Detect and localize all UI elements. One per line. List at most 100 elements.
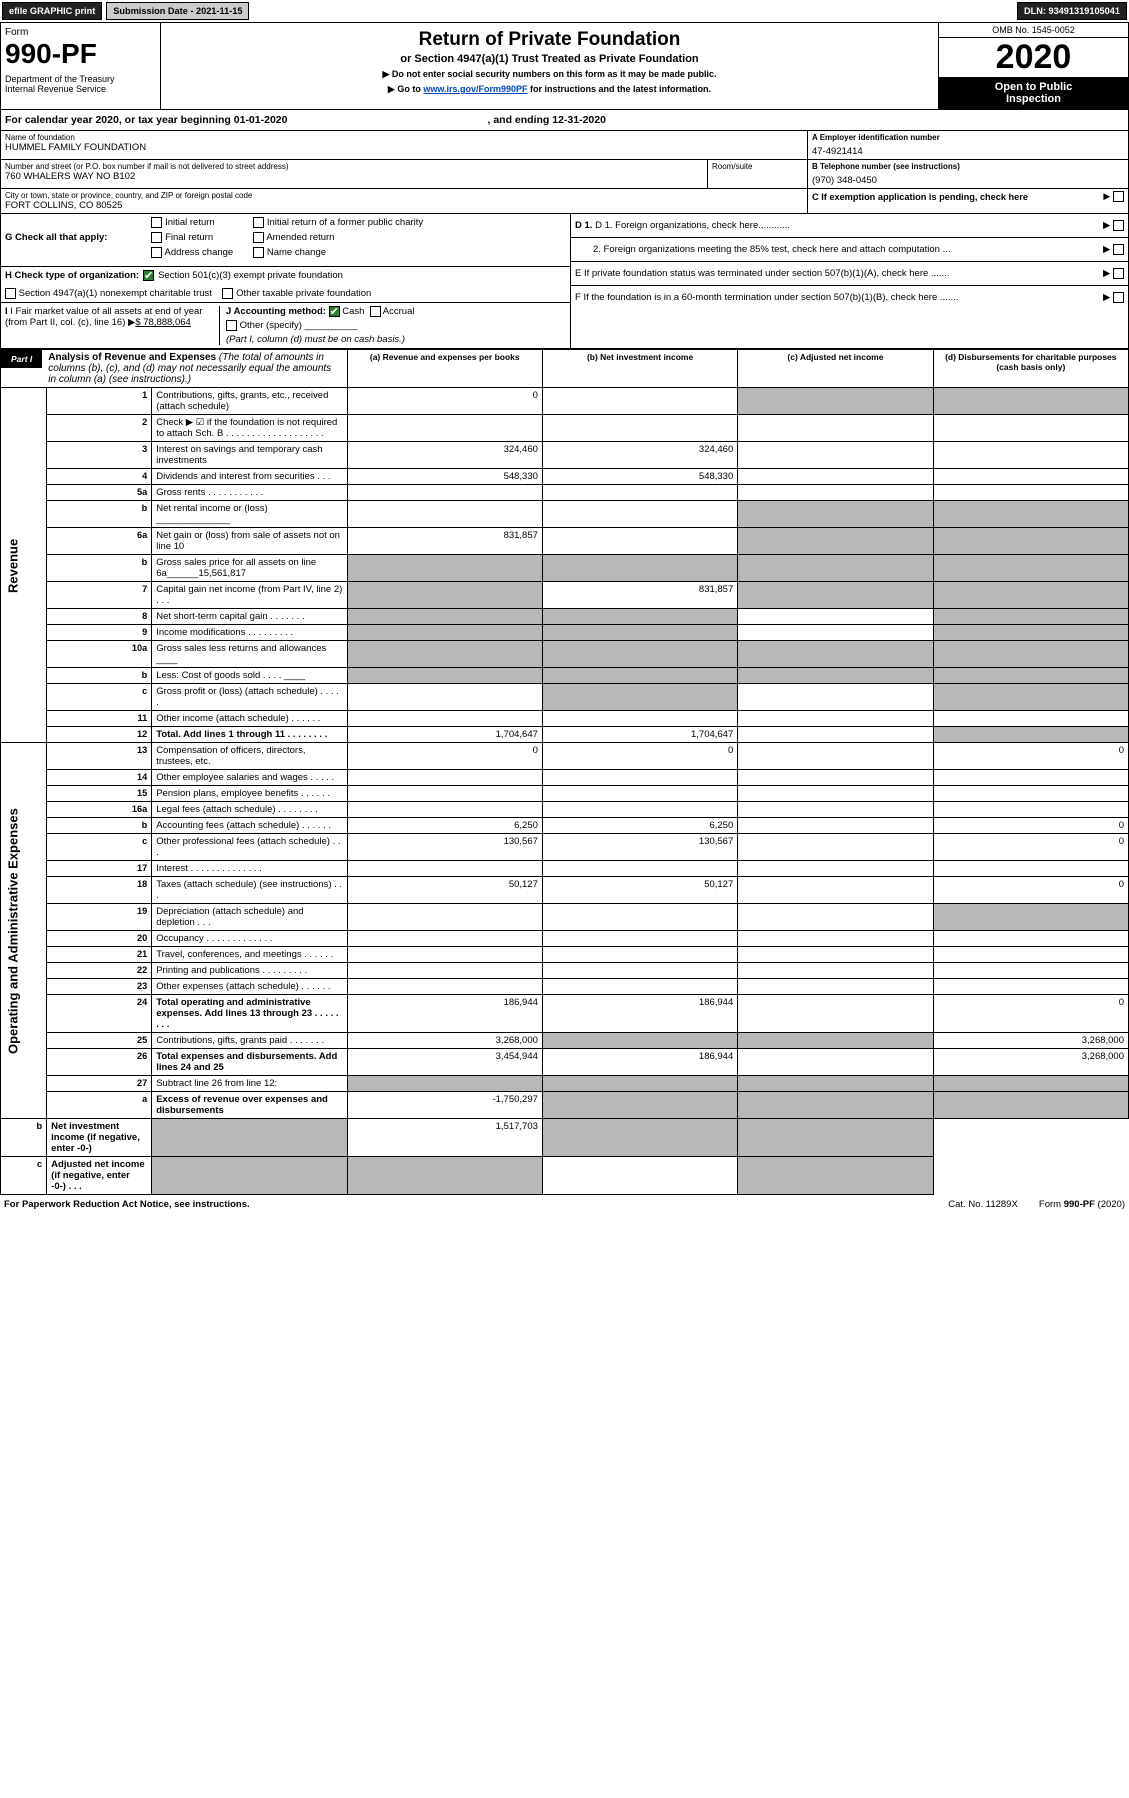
- omb-number: OMB No. 1545-0052: [939, 23, 1128, 38]
- expenses-section-label: Operating and Administrative Expenses: [1, 743, 47, 1119]
- f-checkbox[interactable]: [1113, 292, 1124, 303]
- line-desc: Less: Cost of goods sold . . . . ____: [152, 668, 347, 684]
- cell-amount: [738, 485, 933, 501]
- cell-amount: [347, 770, 542, 786]
- j-cash-checkbox[interactable]: [329, 306, 340, 317]
- cell-gray: [738, 1076, 933, 1092]
- d1-checkbox[interactable]: [1113, 220, 1124, 231]
- cell-gray: [152, 1157, 347, 1195]
- top-bar: efile GRAPHIC print Submission Date - 20…: [0, 0, 1129, 22]
- cell-gray: [542, 684, 737, 711]
- table-row: cOther professional fees (attach schedul…: [1, 834, 1129, 861]
- cell-gray: [542, 1092, 737, 1119]
- line-desc: Contributions, gifts, grants paid . . . …: [152, 1033, 347, 1049]
- cell-amount: [542, 979, 737, 995]
- cell-amount: 0: [933, 877, 1128, 904]
- line-num: 16a: [47, 802, 152, 818]
- line-desc: Capital gain net income (from Part IV, l…: [152, 582, 347, 609]
- table-row: 5aGross rents . . . . . . . . . . .: [1, 485, 1129, 501]
- g-initial-former-checkbox[interactable]: [253, 217, 264, 228]
- cell-gray: [738, 555, 933, 582]
- cell-amount: 0: [933, 743, 1128, 770]
- cell-amount: [738, 415, 933, 442]
- i-value: $ 78,888,064: [135, 317, 190, 328]
- cell-amount: [738, 1049, 933, 1076]
- line-desc: Gross sales less returns and allowances …: [152, 641, 347, 668]
- h-other-checkbox[interactable]: [222, 288, 233, 299]
- cell-gray: [542, 1119, 737, 1157]
- g-address-checkbox[interactable]: [151, 247, 162, 258]
- h-501c3-checkbox[interactable]: [143, 270, 154, 281]
- g-amended-checkbox[interactable]: [253, 232, 264, 243]
- cell-gray: [738, 641, 933, 668]
- line-desc: Excess of revenue over expenses and disb…: [152, 1092, 347, 1119]
- cell-amount: [738, 469, 933, 485]
- cell-amount: 0: [347, 388, 542, 415]
- cell-amount: 3,268,000: [933, 1033, 1128, 1049]
- g-initial-checkbox[interactable]: [151, 217, 162, 228]
- cell-gray: [738, 1033, 933, 1049]
- j-other-checkbox[interactable]: [226, 320, 237, 331]
- dln-chip: DLN: 93491319105041: [1017, 2, 1127, 20]
- g-name-checkbox[interactable]: [253, 247, 264, 258]
- cell-amount: 0: [933, 995, 1128, 1033]
- line-desc: Occupancy . . . . . . . . . . . . .: [152, 931, 347, 947]
- addr-label: Number and street (or P.O. box number if…: [5, 162, 703, 171]
- table-row: cGross profit or (loss) (attach schedule…: [1, 684, 1129, 711]
- table-row: 20Occupancy . . . . . . . . . . . . .: [1, 931, 1129, 947]
- instructions-link[interactable]: www.irs.gov/Form990PF: [423, 84, 527, 94]
- cell-amount: [738, 743, 933, 770]
- cell-gray: [933, 668, 1128, 684]
- line-desc: Contributions, gifts, grants, etc., rece…: [152, 388, 347, 415]
- cell-amount: 831,857: [542, 582, 737, 609]
- table-row: cAdjusted net income (if negative, enter…: [1, 1157, 1129, 1195]
- table-row: Operating and Administrative Expenses13C…: [1, 743, 1129, 770]
- cell-amount: [347, 979, 542, 995]
- cell-gray: [738, 528, 933, 555]
- cell-amount: 1,704,647: [542, 727, 737, 743]
- cell-gray: [542, 668, 737, 684]
- e-checkbox[interactable]: [1113, 268, 1124, 279]
- cell-amount: [347, 904, 542, 931]
- efile-chip[interactable]: efile GRAPHIC print: [2, 2, 102, 20]
- line-desc: Printing and publications . . . . . . . …: [152, 963, 347, 979]
- h-label: H Check type of organization:: [5, 270, 139, 281]
- line-num: 7: [47, 582, 152, 609]
- cell-gray: [542, 1076, 737, 1092]
- cell-amount: 6,250: [542, 818, 737, 834]
- d2-checkbox[interactable]: [1113, 244, 1124, 255]
- table-row: 8Net short-term capital gain . . . . . .…: [1, 609, 1129, 625]
- ein-label: A Employer identification number: [812, 133, 1124, 142]
- cell-amount: [542, 501, 737, 528]
- e-label: E If private foundation status was termi…: [575, 268, 949, 279]
- cell-gray: [933, 609, 1128, 625]
- info-grid: Name of foundation HUMMEL FAMILY FOUNDAT…: [0, 131, 1129, 214]
- f-label: F If the foundation is in a 60-month ter…: [575, 292, 958, 303]
- table-row: 3Interest on savings and temporary cash …: [1, 442, 1129, 469]
- table-row: 25Contributions, gifts, grants paid . . …: [1, 1033, 1129, 1049]
- cell-gray: [347, 668, 542, 684]
- g-final-checkbox[interactable]: [151, 232, 162, 243]
- line-num: 20: [47, 931, 152, 947]
- cell-gray: [933, 1092, 1128, 1119]
- line-desc: Total. Add lines 1 through 11 . . . . . …: [152, 727, 347, 743]
- cell-amount: 1,517,703: [347, 1119, 542, 1157]
- cell-amount: [542, 802, 737, 818]
- cell-amount: [542, 770, 737, 786]
- room-label: Room/suite: [712, 162, 803, 171]
- line-num: c: [47, 834, 152, 861]
- j-accrual-checkbox[interactable]: [370, 306, 381, 317]
- line-num: 5a: [47, 485, 152, 501]
- i-label: I: [5, 306, 8, 317]
- col-d-header: (d) Disbursements for charitable purpose…: [933, 350, 1128, 388]
- cell-amount: 0: [933, 834, 1128, 861]
- c-checkbox[interactable]: [1113, 191, 1124, 202]
- line-desc: Net investment income (if negative, ente…: [47, 1119, 152, 1157]
- line-num: 13: [47, 743, 152, 770]
- table-row: 12Total. Add lines 1 through 11 . . . . …: [1, 727, 1129, 743]
- cell-gray: [933, 625, 1128, 641]
- line-num: b: [47, 501, 152, 528]
- h-4947-checkbox[interactable]: [5, 288, 16, 299]
- cell-amount: [933, 861, 1128, 877]
- table-row: 10aGross sales less returns and allowanc…: [1, 641, 1129, 668]
